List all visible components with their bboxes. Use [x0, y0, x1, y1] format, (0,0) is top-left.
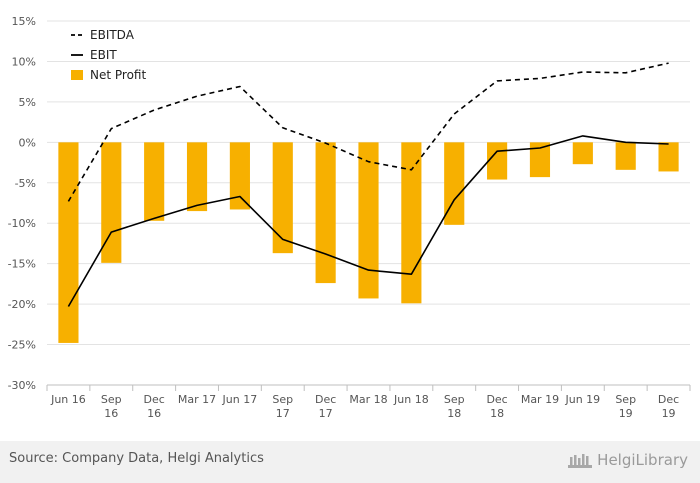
legend-label: EBITDA — [90, 28, 135, 42]
y-axis: 15% 10% 5% 0% -5% -10% -15% -20% -25% -30% — [8, 15, 36, 392]
y-tick-label: 10% — [12, 55, 36, 68]
net-profit-bar — [58, 142, 79, 343]
x-tick-label: Dec 18 — [486, 393, 507, 420]
footer: Source: Company Data, Helgi Analytics He… — [0, 441, 700, 483]
y-tick-label: -5% — [15, 177, 36, 190]
net-profit-bar — [101, 142, 122, 263]
net-profit-bar — [144, 142, 165, 221]
net-profit-bar — [487, 142, 508, 180]
legend-swatch — [71, 70, 83, 80]
x-tick-label: Jun 16 — [50, 393, 86, 406]
net-profit-bar — [186, 142, 208, 212]
y-tick-label: -15% — [8, 258, 36, 271]
x-axis: Jun 16 Sep 16 Dec 16 Mar 17 Jun 17 Sep 17 Dec 17 Ma… — [46, 384, 691, 420]
net-profit-bar — [229, 142, 250, 210]
ebit-line — [67, 135, 669, 307]
x-tick-label: Dec 16 — [144, 393, 165, 420]
x-tick-label: Mar 19 — [521, 393, 559, 406]
net-profit-bar — [358, 142, 379, 299]
x-tick-label: Jun 19 — [564, 393, 600, 406]
legend: EBITDA EBIT Net Profit — [71, 28, 146, 82]
brand-logo: HelgiLibrary — [567, 449, 688, 471]
net-profit-bar — [658, 142, 679, 172]
x-tick-label: Mar 18 — [349, 393, 387, 406]
net-profit-bar — [401, 142, 422, 304]
legend-label: Net Profit — [90, 68, 146, 82]
net-profit-bar — [529, 142, 551, 178]
y-tick-label: -10% — [8, 217, 36, 230]
chart: 15% 10% 5% 0% -5% -10% -15% -20% -25% -30% Jun 16… — [8, 15, 691, 420]
brand-name: HelgiLibrary — [597, 451, 688, 469]
x-tick-label: Jun 17 — [222, 393, 258, 406]
net-profit-bar — [315, 142, 336, 284]
x-tick-label: Mar 17 — [178, 393, 216, 406]
y-tick-label: -30% — [8, 379, 36, 392]
x-tick-label: Jun 18 — [393, 393, 429, 406]
x-tick-label: Sep 19 — [615, 393, 636, 420]
y-tick-label: 0% — [19, 136, 36, 149]
x-tick-label: Sep 18 — [444, 393, 465, 420]
x-tick-label: Sep 17 — [272, 393, 293, 420]
source-note: Source: Company Data, Helgi Analytics — [9, 451, 264, 466]
legend-label: EBIT — [90, 48, 117, 62]
line-series — [67, 62, 669, 307]
x-tick-label: Sep 16 — [101, 393, 122, 420]
x-tick-label: Dec 19 — [658, 393, 679, 420]
net-profit-bars — [58, 142, 679, 343]
net-profit-bar — [615, 142, 636, 170]
net-profit-bar — [572, 142, 593, 165]
x-tick-label: Dec 17 — [315, 393, 336, 420]
net-profit-bar — [444, 142, 465, 225]
y-tick-label: -25% — [8, 339, 36, 352]
library-icon — [568, 454, 593, 468]
y-tick-label: -20% — [8, 298, 36, 311]
net-profit-bar — [272, 142, 293, 254]
y-tick-label: 5% — [19, 96, 36, 109]
y-tick-label: 15% — [12, 15, 36, 28]
ebitda-line — [67, 62, 669, 202]
